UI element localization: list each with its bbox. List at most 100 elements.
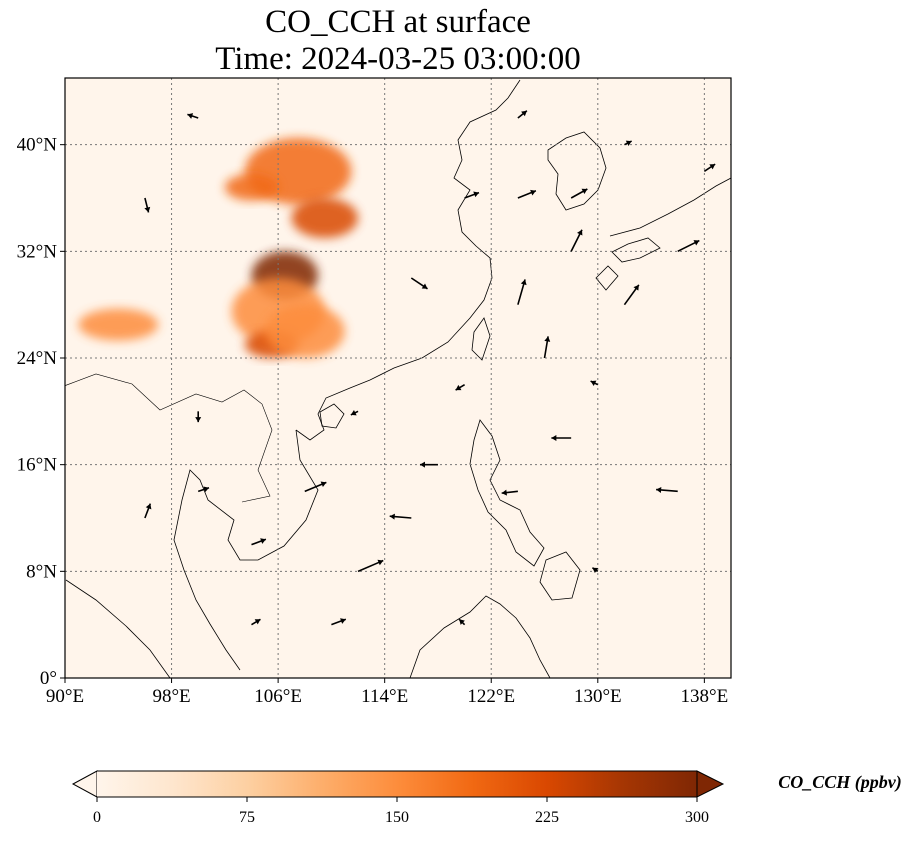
colorbar-extend-max <box>696 770 725 798</box>
wind-vector <box>517 110 528 119</box>
wind-arrowhead <box>693 240 700 246</box>
wind-arrowhead <box>145 503 152 510</box>
y-tick-label: 32°N <box>17 241 58 262</box>
wind-vector <box>458 618 466 626</box>
wind-vector <box>419 461 438 468</box>
wind-vector <box>464 191 480 199</box>
wind-arrowhead <box>577 229 583 236</box>
wind-vector <box>410 277 428 290</box>
colorbar-label: CO_CCH (ppbv) <box>778 772 902 793</box>
wind-vector <box>517 279 527 305</box>
wind-arrowhead <box>320 481 327 488</box>
colorbar-extend-min <box>71 770 98 798</box>
colorbar-tick-label: 75 <box>239 809 255 826</box>
wind-vector <box>656 486 678 493</box>
wind-vector <box>331 618 347 626</box>
philippines-coastline <box>469 419 545 567</box>
wind-vector <box>591 567 599 574</box>
x-tick-label: 130°E <box>574 686 622 707</box>
y-tick-label: 0° <box>40 668 57 689</box>
wind-arrowhead <box>144 206 151 213</box>
co-plume <box>291 198 359 238</box>
wind-vector <box>543 336 551 359</box>
wind-arrowhead <box>709 164 716 170</box>
co-plume <box>264 304 345 359</box>
wind-vector <box>623 284 640 306</box>
wind-vector <box>304 481 327 493</box>
x-tick-label: 106°E <box>254 686 302 707</box>
indochina-coastline <box>173 429 319 671</box>
latitude-ticks: 0° 8°N 16°N 24°N 32°N 40°N <box>17 135 65 689</box>
wind-vector <box>144 503 152 519</box>
wind-arrowhead <box>203 486 209 493</box>
co-plume <box>224 174 279 201</box>
wind-vector <box>590 380 599 386</box>
sumatra-coastline <box>65 579 171 678</box>
wind-arrowhead <box>501 489 507 496</box>
wind-arrowhead <box>187 113 194 119</box>
x-tick-label: 90°E <box>46 686 84 707</box>
wind-arrowhead <box>455 384 462 391</box>
wind-arrowhead <box>419 461 425 468</box>
wind-vector <box>187 113 199 119</box>
y-tick-label: 16°N <box>17 455 58 476</box>
wind-arrowhead <box>530 189 536 196</box>
colorbar-tick-label: 300 <box>685 809 709 826</box>
wind-vector <box>455 383 466 391</box>
wind-vector <box>350 410 359 416</box>
wind-vector <box>357 559 384 573</box>
y-tick-label: 24°N <box>17 348 58 369</box>
wind-arrowhead <box>625 140 632 146</box>
map-frame <box>64 77 732 679</box>
wind-vector <box>197 486 210 493</box>
colorbar: 0 75 150 225 300 CO_CCH (ppbv) <box>71 770 902 826</box>
wind-vector <box>570 229 583 252</box>
co-concentration-field <box>78 138 359 359</box>
wind-arrowhead <box>473 191 479 198</box>
wind-arrowhead <box>521 110 527 117</box>
taiwan-coastline <box>471 317 491 361</box>
coastlines-and-borders <box>65 79 731 678</box>
wind-vector <box>501 489 518 496</box>
wind-vector <box>251 538 267 546</box>
wind-arrowhead <box>389 513 395 520</box>
colorbar-tick-label: 225 <box>535 809 559 826</box>
x-tick-label: 122°E <box>467 686 515 707</box>
wind-vector <box>624 140 632 146</box>
wind-vector <box>251 618 261 626</box>
wind-vector <box>570 188 588 199</box>
indochina-border <box>65 373 273 503</box>
colorbar-gradient <box>97 771 697 797</box>
china-coastline <box>295 79 521 441</box>
wind-arrowhead <box>592 567 599 574</box>
wind-vector <box>703 163 716 172</box>
wind-vector <box>517 189 537 199</box>
wind-arrowhead <box>551 435 557 441</box>
colorbar-ticks: 0 75 150 225 300 <box>93 797 709 826</box>
wind-arrowhead <box>544 336 551 342</box>
wind-arrowhead <box>590 380 597 386</box>
borneo-coastline <box>409 595 551 678</box>
chart-title-line1: CO_CCH at surface <box>265 4 531 40</box>
wind-arrowhead <box>520 279 527 286</box>
wind-arrowhead <box>421 283 428 289</box>
x-tick-label: 114°E <box>361 686 408 707</box>
longitude-ticks: 90°E 98°E 106°E 114°E 122°E 130°E 138°E <box>46 678 728 707</box>
japan-coastline <box>595 177 731 291</box>
wind-arrowhead <box>340 618 346 624</box>
wind-arrowhead <box>581 188 588 195</box>
mindanao-coastline <box>539 551 581 601</box>
chart-title-line2: Time: 2024-03-25 03:00:00 <box>215 41 581 77</box>
wind-vector <box>551 435 572 441</box>
wind-arrowhead <box>350 410 357 416</box>
wind-arrowhead <box>656 486 662 493</box>
wind-vector <box>677 239 700 253</box>
co-plume <box>78 308 159 341</box>
wind-vector <box>195 411 202 423</box>
x-tick-label: 138°E <box>681 686 729 707</box>
wind-arrowhead <box>377 559 384 566</box>
wind-arrowhead <box>195 417 202 423</box>
wind-arrowhead <box>260 538 266 544</box>
